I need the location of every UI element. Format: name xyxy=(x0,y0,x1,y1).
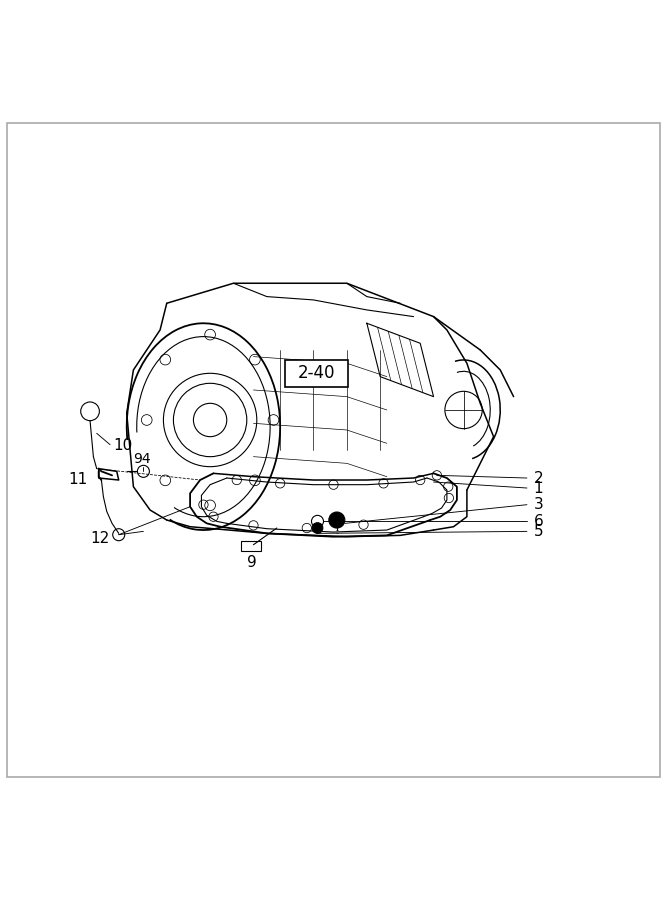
Circle shape xyxy=(329,512,345,528)
Bar xyxy=(241,541,261,552)
Text: 11: 11 xyxy=(69,472,88,487)
Text: 5: 5 xyxy=(534,524,543,539)
Text: 12: 12 xyxy=(91,530,110,545)
Text: 9: 9 xyxy=(247,555,257,571)
Circle shape xyxy=(312,523,323,534)
FancyBboxPatch shape xyxy=(285,360,348,387)
Text: 3: 3 xyxy=(534,497,544,512)
Text: 2-40: 2-40 xyxy=(298,364,336,382)
Text: 2: 2 xyxy=(534,471,543,485)
Text: 94: 94 xyxy=(133,452,151,466)
Text: 1: 1 xyxy=(534,481,543,496)
Text: 10: 10 xyxy=(113,438,133,454)
Text: 6: 6 xyxy=(534,514,544,529)
